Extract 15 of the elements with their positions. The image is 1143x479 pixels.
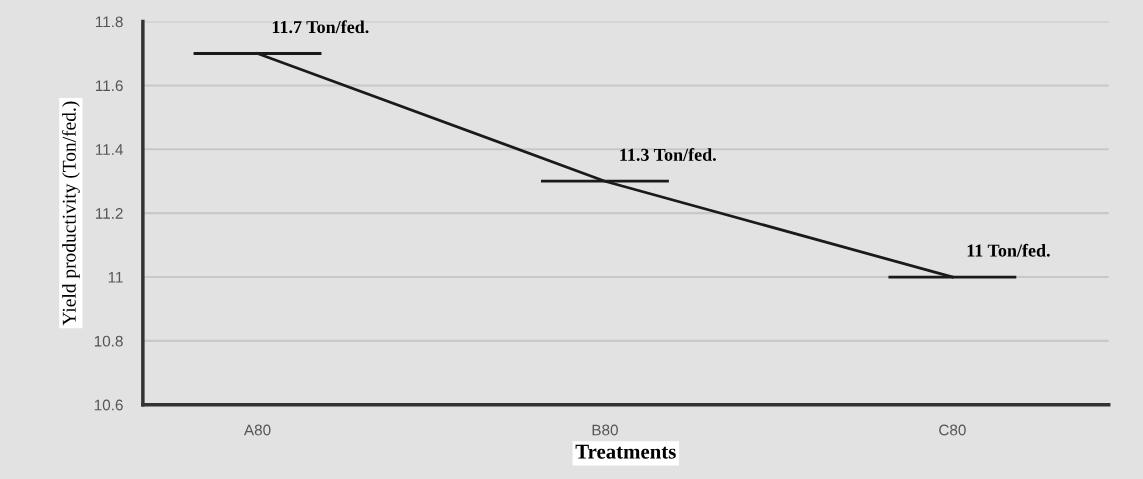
- y-axis-title: Yield productivity (Ton/fed.): [61, 101, 80, 326]
- y-tick-label: 11.6: [95, 80, 123, 92]
- y-tick-label: 11.8: [95, 16, 123, 28]
- y-tick-label: 11: [108, 272, 123, 283]
- x-tick-label: B80: [592, 424, 618, 436]
- x-tick-label: C80: [939, 424, 966, 436]
- x-axis-title: Treatments: [575, 444, 676, 459]
- x-tick-label: A80: [243, 424, 271, 436]
- data-label: 11.3 Ton/fed.: [620, 148, 716, 161]
- y-tick-label: 10.6: [94, 399, 123, 411]
- y-tick-label: 11.4: [95, 144, 123, 155]
- y-tick-label: 10.8: [94, 335, 123, 347]
- y-tick-label: 11.2: [95, 208, 123, 219]
- data-label: 11.7 Ton/fed.: [272, 20, 369, 34]
- data-label: 11 Ton/fed.: [967, 243, 1050, 257]
